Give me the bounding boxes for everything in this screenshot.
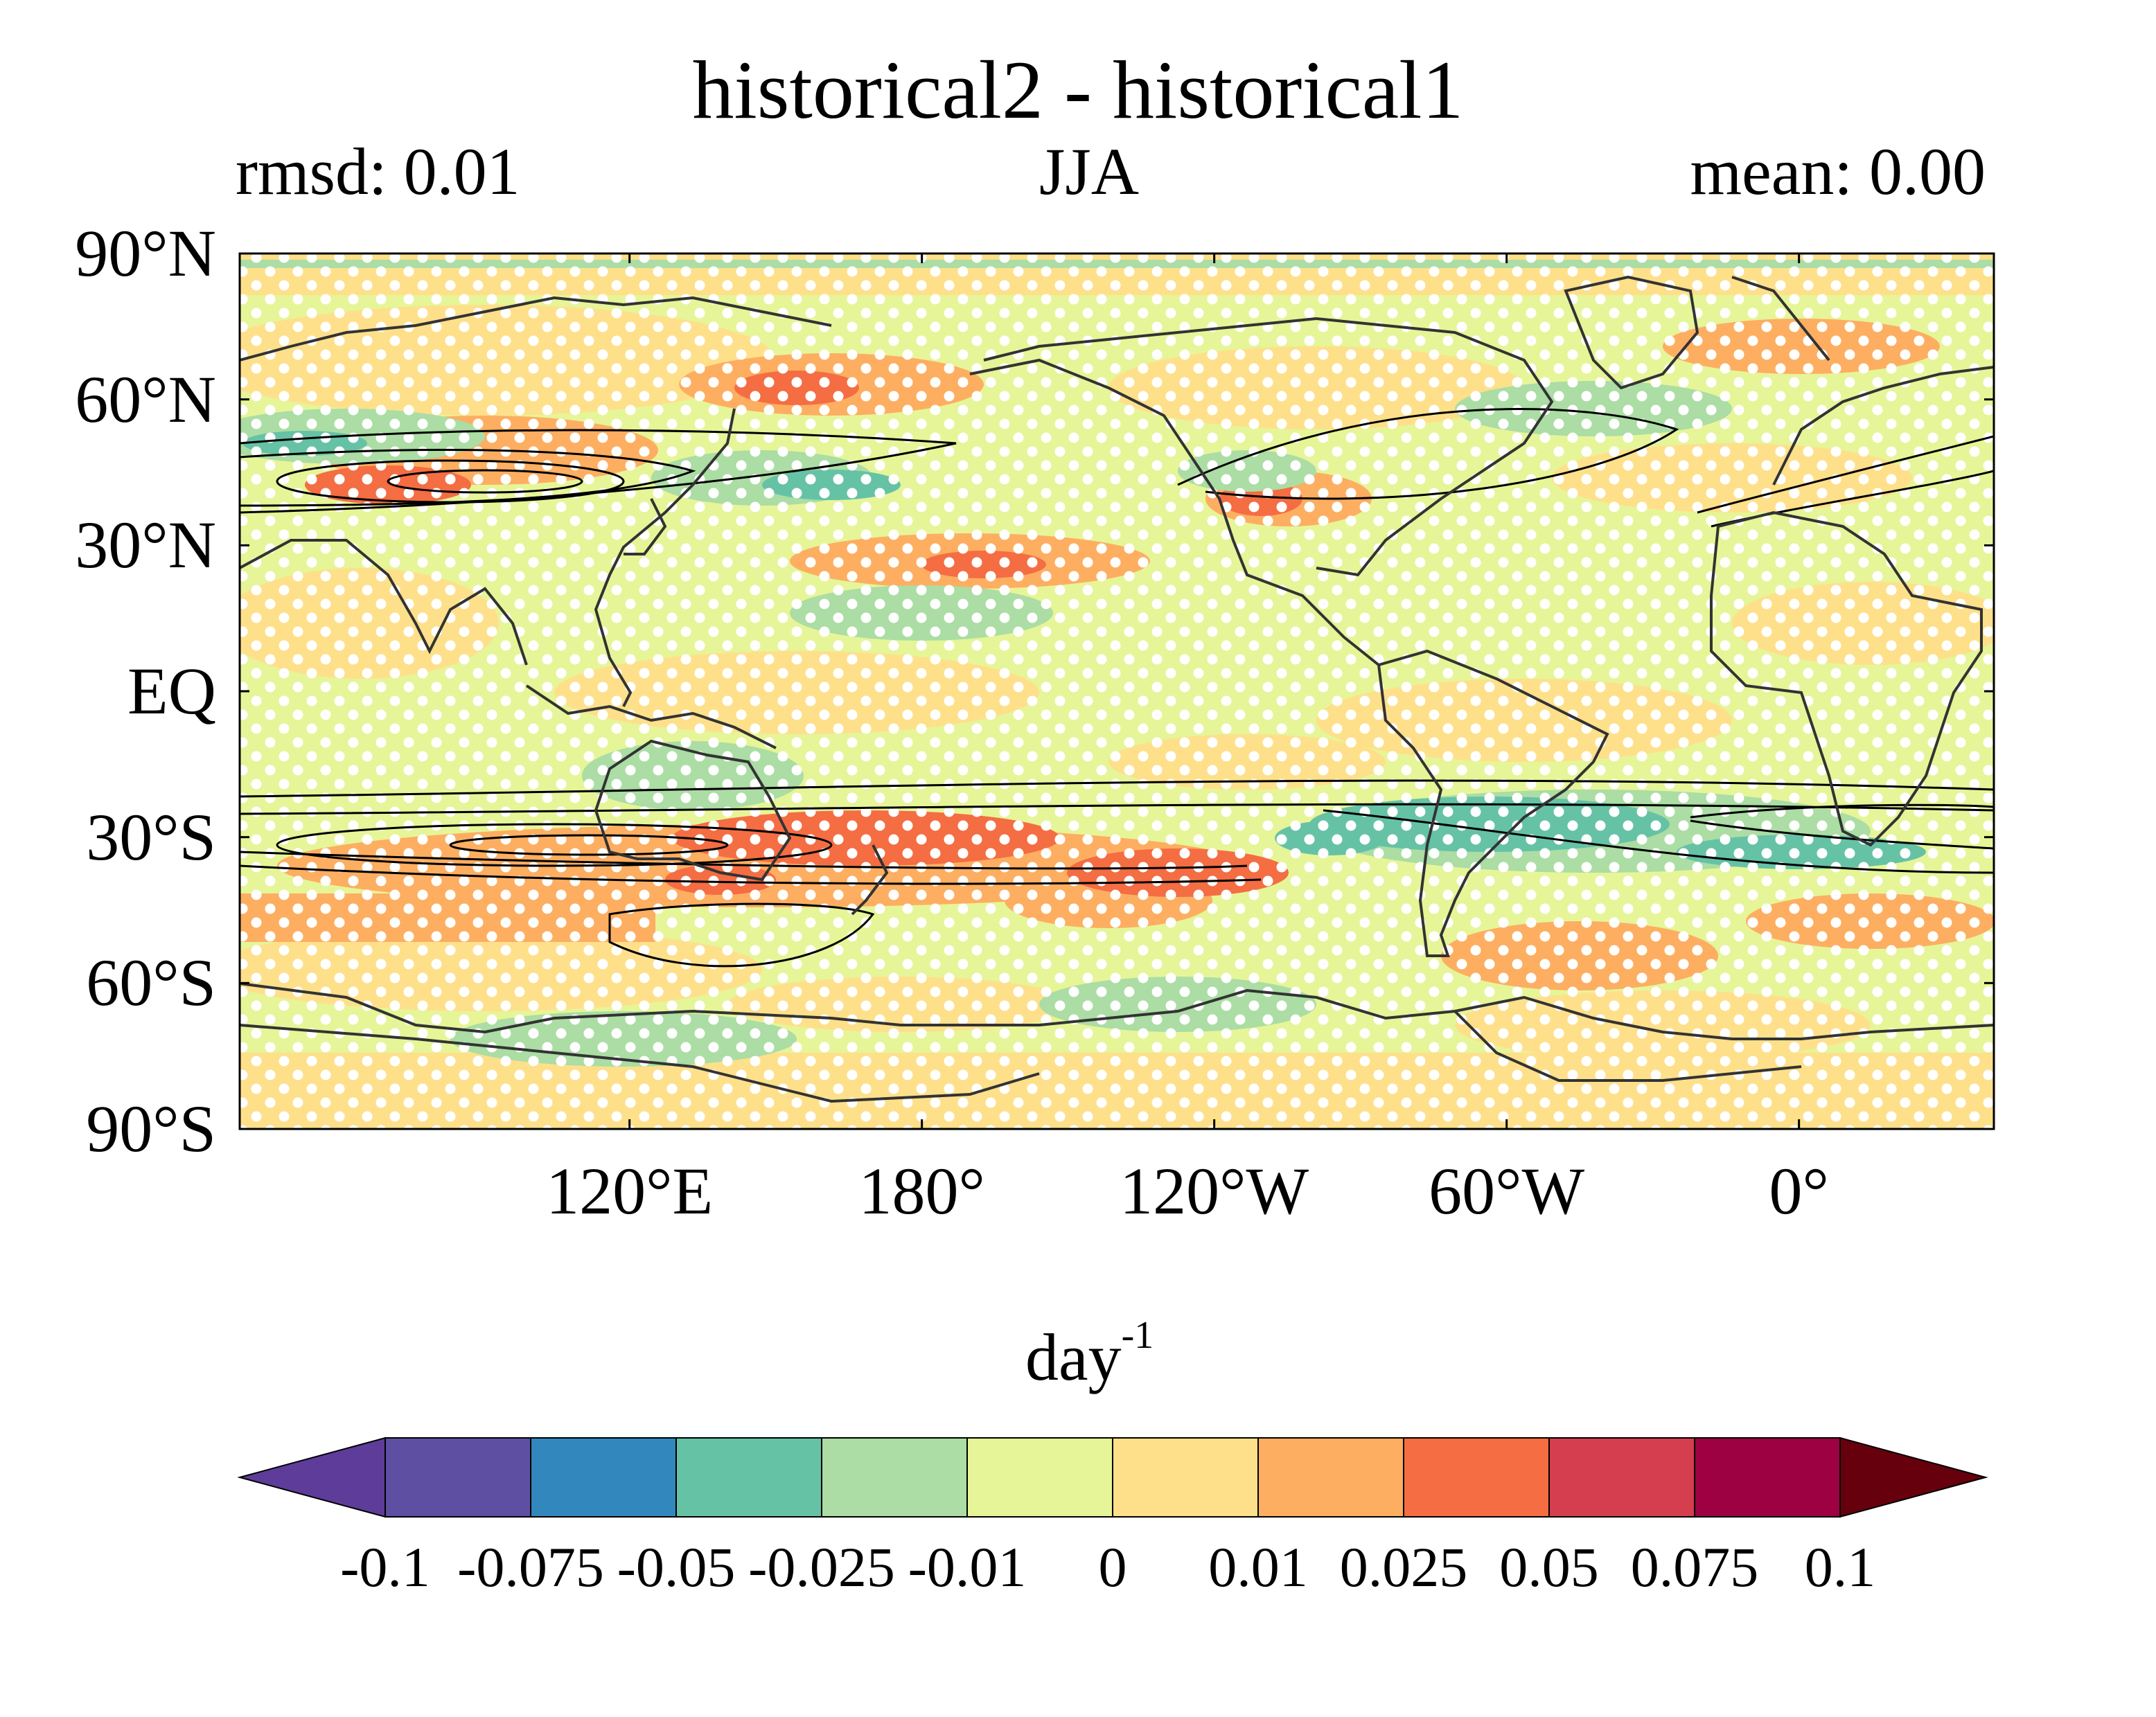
colorbar-tick-label: 0.075 <box>1630 1536 1759 1599</box>
y-tick-label: 30°S <box>86 799 216 874</box>
x-tick-label: 0° <box>1769 1154 1829 1228</box>
figure-title: historical2 - historical1 <box>692 44 1464 136</box>
season-label: JJA <box>1039 134 1140 208</box>
colorbar-tick-label: -0.05 <box>617 1536 736 1599</box>
colorbar-tick-label: 0.05 <box>1499 1536 1599 1599</box>
y-tick-label: EQ <box>127 654 216 728</box>
colorbar-bin <box>1403 1437 1550 1518</box>
colorbar-tick-label: -0.025 <box>748 1536 895 1599</box>
significance-stipple <box>240 253 1994 1129</box>
colorbar <box>237 1436 1988 1518</box>
y-tick-label: 30°N <box>75 508 216 582</box>
colorbar-bin <box>1694 1437 1841 1518</box>
units-base: day <box>1025 1320 1122 1394</box>
colorbar-extend-high <box>1839 1436 1988 1518</box>
colorbar-units: day-1 <box>1025 1316 1154 1391</box>
x-tick-label: 60°W <box>1429 1154 1585 1228</box>
coastlines <box>240 275 1994 1103</box>
y-tick-label: 60°N <box>75 362 216 436</box>
colorbar-tick-label: -0.1 <box>340 1536 430 1599</box>
x-tick-label: 180° <box>858 1154 985 1228</box>
colorbar-bin <box>821 1437 968 1518</box>
colorbar-bin <box>675 1437 822 1518</box>
colorbar-tick-label: 0.025 <box>1339 1536 1468 1599</box>
map-field <box>240 253 1994 1129</box>
colorbar-tick-label: 0.1 <box>1804 1536 1876 1599</box>
y-tick-label: 90°N <box>75 216 216 290</box>
x-tick-label: 120°W <box>1120 1154 1309 1228</box>
rmsd-label: rmsd: 0.01 <box>236 134 520 208</box>
colorbar-bin <box>966 1437 1113 1518</box>
colorbar-bin <box>530 1437 677 1518</box>
axis-ticks <box>240 252 1994 1130</box>
colorbar-bin <box>1257 1437 1404 1518</box>
colorbar-bin <box>1548 1437 1695 1518</box>
colorbar-extend-low <box>237 1436 386 1518</box>
colorbar-bin <box>385 1437 531 1518</box>
x-tick-label: 120°E <box>546 1154 714 1228</box>
colorbar-tick-label: 0.01 <box>1208 1536 1308 1599</box>
mean-label: mean: 0.00 <box>1690 134 1986 208</box>
y-tick-label: 60°S <box>86 945 216 1020</box>
contour-lines <box>240 408 1994 968</box>
colorbar-bin <box>1112 1437 1259 1518</box>
colorbar-tick-label: 0 <box>1098 1536 1127 1599</box>
colorbar-tick-label: -0.075 <box>457 1536 604 1599</box>
units-exponent: -1 <box>1121 1314 1154 1357</box>
y-tick-label: 90°S <box>86 1092 216 1166</box>
colorbar-tick-label: -0.01 <box>908 1536 1027 1599</box>
